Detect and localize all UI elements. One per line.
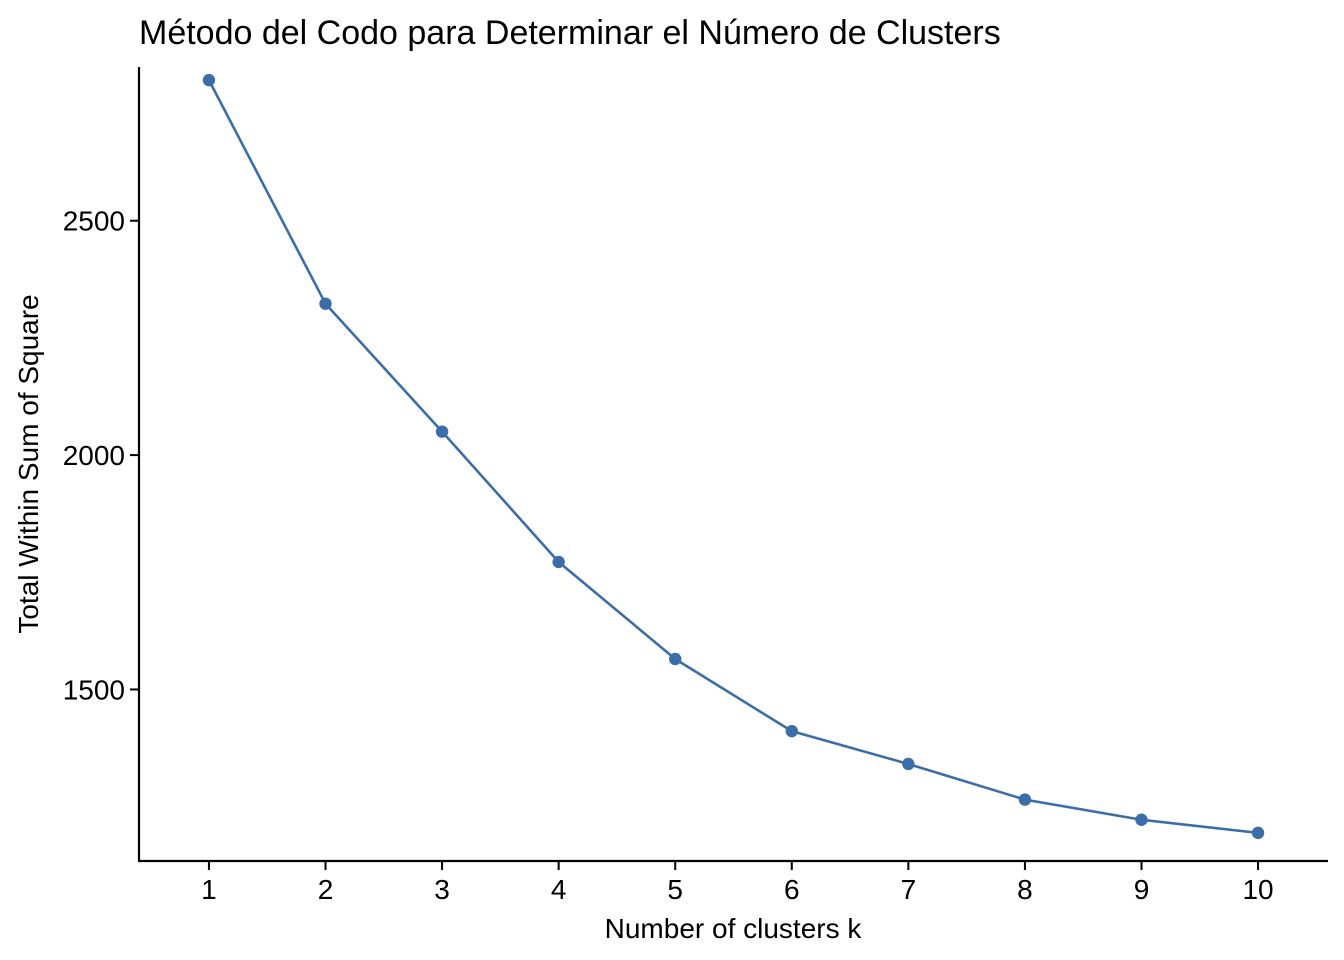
x-tick-label: 9 xyxy=(1134,874,1150,905)
y-tick-label: 2500 xyxy=(63,206,125,237)
y-tick-label: 1500 xyxy=(63,674,125,705)
x-tick-label: 3 xyxy=(434,874,450,905)
x-axis-title: Number of clusters k xyxy=(605,913,863,944)
x-tick-label: 8 xyxy=(1017,874,1033,905)
x-tick-label: 5 xyxy=(667,874,683,905)
data-point xyxy=(1135,813,1148,826)
data-point xyxy=(552,555,565,569)
data-point xyxy=(902,757,915,771)
data-point xyxy=(202,73,216,87)
x-tick-label: 2 xyxy=(318,874,334,905)
data-point xyxy=(785,724,798,738)
plot-area: 1500 2000 2500 1 2 3 4 5 6 7 8 9 10 xyxy=(63,67,1328,905)
x-tick-label: 6 xyxy=(784,874,800,905)
data-point xyxy=(1018,793,1032,806)
x-tick-label: 4 xyxy=(551,874,567,905)
series-line xyxy=(207,78,1260,835)
y-tick-label: 2000 xyxy=(63,440,125,471)
data-point xyxy=(319,297,332,310)
x-tick-label: 10 xyxy=(1242,874,1273,905)
chart-title: Método del Codo para Determinar el Númer… xyxy=(139,14,1001,52)
data-point xyxy=(435,425,449,438)
data-point xyxy=(669,652,682,666)
data-point xyxy=(1251,826,1265,840)
y-axis-title: Total Within Sum of Square xyxy=(13,294,44,633)
x-tick-label: 7 xyxy=(901,874,917,905)
x-tick-label: 1 xyxy=(201,874,217,905)
